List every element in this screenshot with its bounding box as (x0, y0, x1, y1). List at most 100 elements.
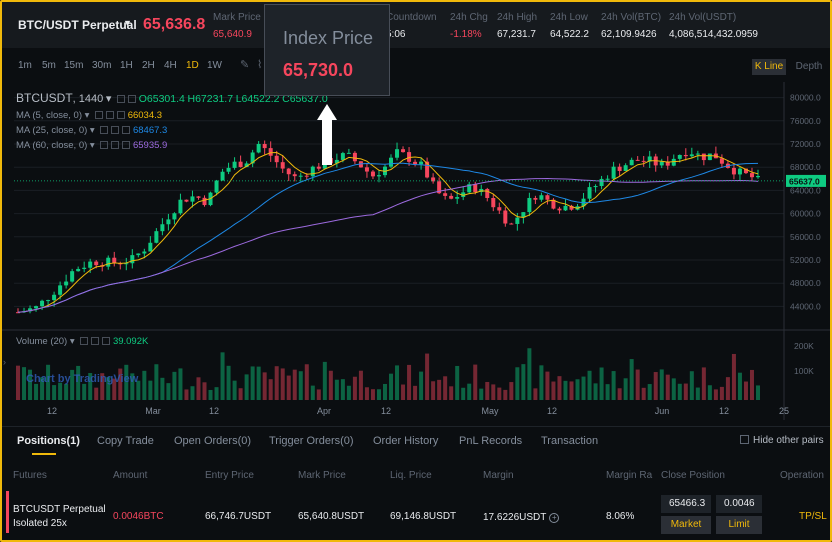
eye-icon[interactable] (100, 141, 109, 149)
eye-icon[interactable] (100, 126, 109, 134)
candle-body (443, 193, 448, 196)
eye-icon[interactable] (95, 111, 104, 119)
volume-bar (563, 380, 568, 400)
candle-body (298, 175, 303, 177)
volume-bar (256, 366, 261, 400)
tab-trigger-orders[interactable]: Trigger Orders(0) (269, 435, 354, 447)
settings-icon[interactable] (91, 337, 100, 345)
close-icon[interactable] (122, 141, 131, 149)
eye-icon[interactable] (117, 95, 126, 103)
close-price-input[interactable]: 65466.3 (661, 495, 711, 513)
timeframe-1d[interactable]: 1D (186, 60, 199, 71)
close-icon[interactable] (117, 111, 126, 119)
checkbox-icon[interactable] (740, 435, 749, 444)
settings-icon[interactable] (128, 95, 137, 103)
hide-other-pairs-checkbox[interactable]: Hide other pairs (740, 435, 824, 446)
add-margin-icon[interactable]: + (549, 513, 560, 523)
candle-body (455, 197, 460, 199)
timeframe-1w[interactable]: 1W (207, 60, 222, 71)
candle-body (503, 210, 508, 224)
volume-bar (298, 371, 303, 400)
volume-bar (184, 389, 189, 400)
chevron-down-icon[interactable]: ▾ (105, 93, 112, 105)
symbol-selector[interactable]: BTC/USDT Perpetual (18, 18, 137, 32)
candle-body (635, 159, 640, 161)
settings-icon[interactable] (111, 126, 120, 134)
close-icon[interactable] (122, 126, 131, 134)
candle-body (130, 255, 135, 264)
arrow-up-icon (317, 104, 337, 120)
ma25-line (17, 162, 759, 313)
tab-pnl-records[interactable]: PnL Records (459, 435, 523, 447)
ma60-legend[interactable]: MA (60, close, 0) ▾ 65935.9 (16, 140, 168, 151)
volume-bar (190, 386, 195, 400)
chevron-down-icon[interactable]: ▼ (123, 18, 132, 28)
timeframe-15m[interactable]: 15m (64, 60, 84, 71)
volume-bar (437, 379, 442, 400)
volume-bar (509, 382, 514, 400)
timeframe-1h[interactable]: 1H (120, 60, 133, 71)
chart-canvas[interactable]: 80000.0 76000.0 72000.0 68000.0 64000.0 60000… (2, 82, 830, 420)
kline-view-button[interactable]: K Line (752, 59, 786, 75)
settings-icon[interactable] (106, 111, 115, 119)
candle-body (497, 207, 502, 211)
close-icon[interactable] (102, 337, 111, 345)
tab-transaction[interactable]: Transaction (541, 435, 599, 447)
candle-body (286, 168, 291, 175)
market-close-button[interactable]: Market (661, 516, 711, 534)
candle-body (527, 197, 532, 213)
close-amount-input[interactable]: 0.0046 (716, 495, 762, 513)
tab-order-history[interactable]: Order History (373, 435, 439, 447)
pencil-icon[interactable]: ✎ (240, 59, 250, 71)
eye-icon[interactable] (80, 337, 89, 345)
timeframe-2h[interactable]: 2H (142, 60, 155, 71)
candle-body (28, 308, 33, 312)
tab-open-orders[interactable]: Open Orders(0) (174, 435, 252, 447)
positions-tabs: Positions(1) Copy Trade Open Orders(0) T… (2, 427, 830, 457)
candle-body (683, 155, 688, 157)
volume-bar (389, 373, 394, 400)
position-contract[interactable]: BTCUSDT Perpetual (13, 504, 106, 515)
depth-view-button[interactable]: Depth (795, 61, 823, 72)
limit-close-button[interactable]: Limit (716, 516, 762, 534)
volume-bar (262, 372, 267, 400)
volume-value: 39.092K (112, 336, 149, 347)
positions-panel: Positions(1) Copy Trade Open Orders(0) T… (2, 426, 830, 540)
tab-positions[interactable]: Positions(1) (17, 435, 80, 447)
volume-bar (503, 389, 508, 400)
volume-bar (76, 365, 81, 400)
timeframe-30m[interactable]: 30m (92, 60, 112, 71)
volume-bar (713, 389, 718, 400)
volume-bar (473, 364, 478, 400)
chevron-right-icon[interactable]: › (3, 357, 6, 367)
volume-bar (214, 387, 219, 400)
candlestick-chart[interactable]: 80000.0 76000.0 72000.0 68000.0 64000.0 60000… (2, 82, 830, 420)
volume-bar (395, 365, 400, 400)
timeframe-4h[interactable]: 4H (164, 60, 177, 71)
ma25-legend[interactable]: MA (25, close, 0) ▾ 68467.3 (16, 125, 168, 136)
ma5-legend[interactable]: MA (5, close, 0) ▾ 66034.3 (16, 110, 163, 121)
tp-sl-button[interactable]: TP/SL (799, 511, 827, 522)
candle-body (401, 149, 406, 153)
volume-bar (268, 379, 273, 400)
candle-body (461, 192, 466, 198)
volume-bar (58, 382, 63, 400)
timeframe-1m[interactable]: 1m (18, 60, 32, 71)
tradingview-watermark[interactable]: Chart by TradingView (26, 373, 139, 385)
candle-body (437, 181, 442, 194)
candle-body (256, 143, 261, 153)
x-tick-label: 12 (209, 406, 219, 416)
volume-bar (274, 366, 279, 400)
candle-body (34, 306, 39, 309)
candle-body (52, 294, 57, 301)
candle-body (695, 153, 700, 155)
timeframe-5m[interactable]: 5m (42, 60, 56, 71)
settings-icon[interactable] (111, 141, 120, 149)
indicator-icon[interactable]: ⌇ (257, 59, 263, 71)
volume-bar (581, 376, 586, 400)
volume-bar (479, 388, 484, 400)
volume-legend[interactable]: Volume (20) ▾ 39.092K (16, 336, 149, 347)
candle-body (220, 171, 225, 181)
tab-copy-trade[interactable]: Copy Trade (97, 435, 154, 447)
volume-bar (677, 383, 682, 400)
